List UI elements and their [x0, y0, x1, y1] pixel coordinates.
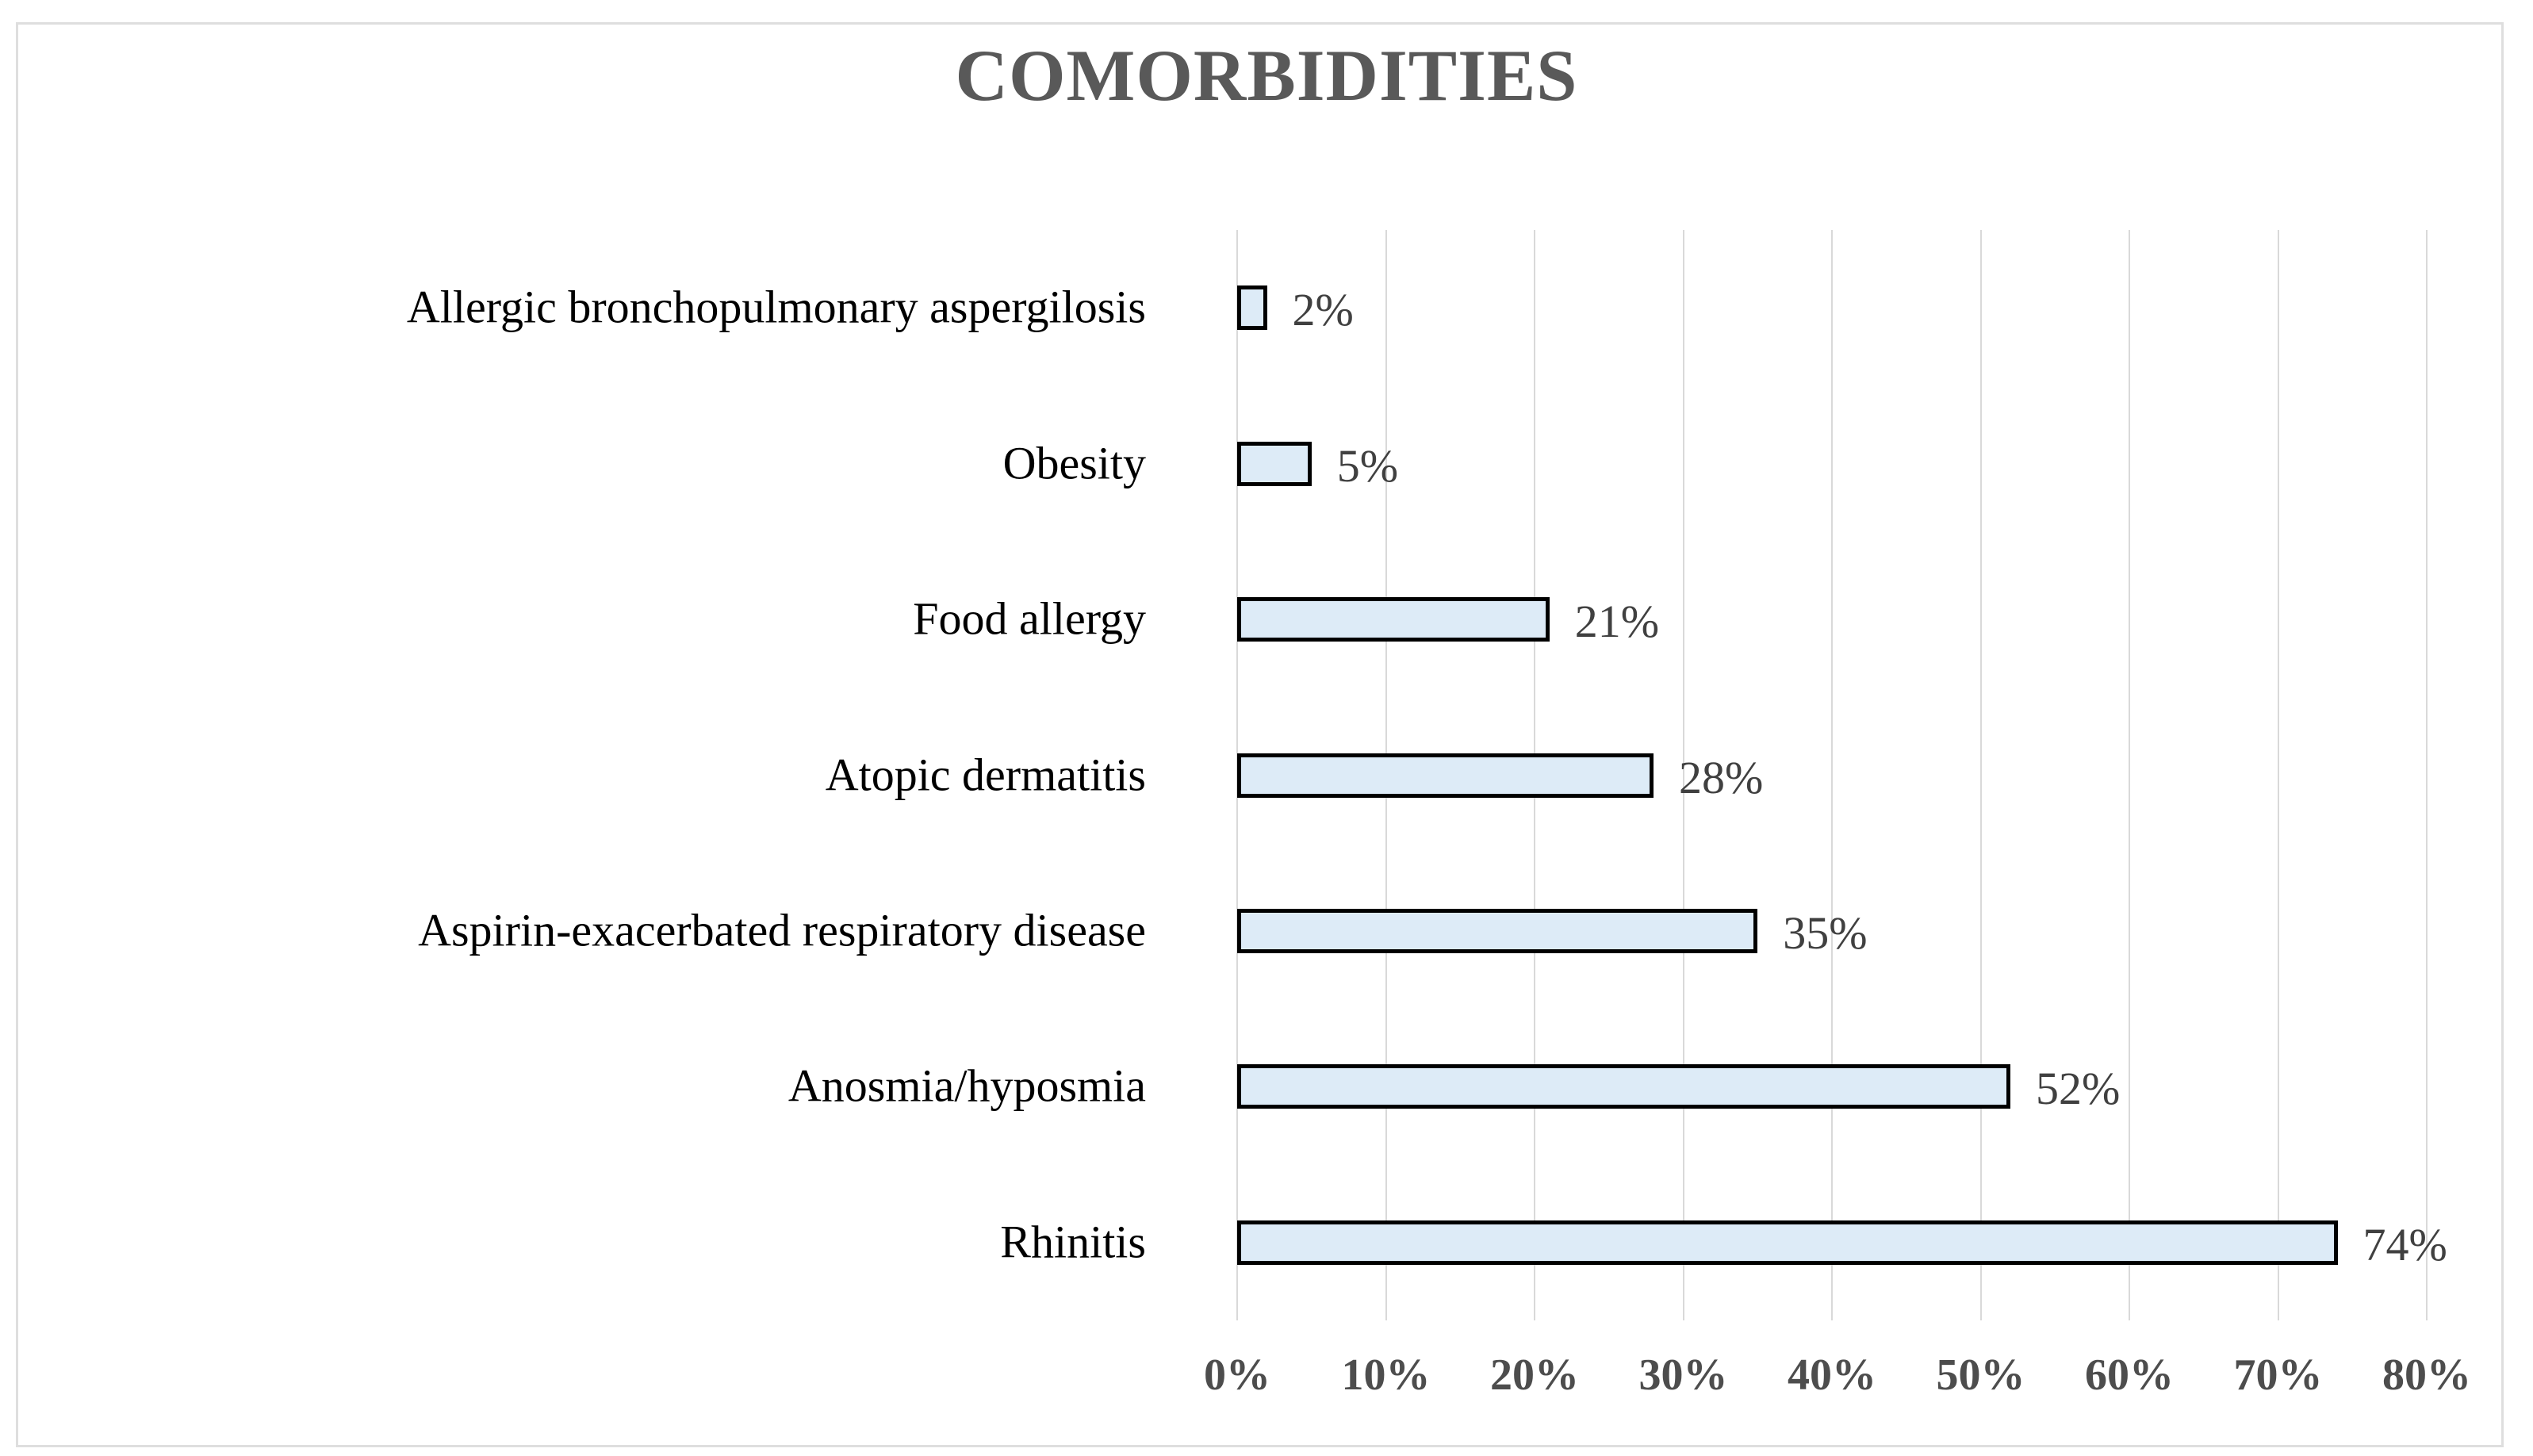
x-tick-label: 70% [2233, 1351, 2323, 1400]
bar-obesity [1237, 441, 1312, 486]
x-tick-label: 50% [1936, 1351, 2025, 1400]
x-tick-label: 10% [1341, 1351, 1431, 1400]
gridline-40% [1831, 230, 1833, 1320]
data-label: 5% [1336, 439, 1399, 492]
value-axis: 0% 10% 20% 30% 40% 50% 60% 70% 80% [1204, 1342, 2471, 1413]
category-label: Obesity [1002, 437, 1146, 489]
bar-food-allergy [1237, 597, 1550, 642]
gridline-80% [2426, 230, 2428, 1320]
x-tick-label: 60% [2085, 1351, 2174, 1400]
chart-frame-border [16, 22, 2504, 1447]
x-tick-label: 80% [2382, 1351, 2471, 1400]
gridline-60% [2129, 230, 2130, 1320]
gridline-30% [1682, 230, 1684, 1320]
bar-allergic-bronchopulmonary-aspergilosis [1237, 285, 1267, 331]
category-label: Atopic dermatitis [825, 749, 1146, 801]
data-label: 2% [1292, 284, 1354, 336]
category-label: Allergic bronchopulmonary aspergilosis [406, 281, 1146, 333]
bar-atopic-dermatitis [1237, 753, 1654, 798]
x-tick-label: 40% [1788, 1351, 1876, 1400]
data-label: 52% [2035, 1063, 2121, 1115]
data-label: 28% [1679, 751, 1764, 803]
data-label: 21% [1574, 596, 1660, 648]
category-axis: Allergic bronchopulmonary aspergilosis Ob… [0, 230, 1146, 1320]
category-label: Anosmia/hyposmia [787, 1060, 1146, 1112]
category-label: Food allergy [913, 592, 1146, 645]
bar-rhinitis [1237, 1220, 2338, 1265]
category-label: Aspirin-exacerbated respiratory disease [418, 904, 1146, 956]
plot-area: 2% 5% 21% 28% 35% 52% 74% [1236, 230, 2447, 1320]
category-label: Rhinitis [1000, 1216, 1146, 1268]
x-tick-label: 0% [1204, 1351, 1270, 1400]
x-tick-label: 30% [1638, 1351, 1728, 1400]
data-label: 35% [1783, 906, 1868, 959]
chart-title: COMORBIDITIES [955, 35, 1578, 116]
gridline-50% [1979, 230, 1982, 1320]
data-label: 74% [2362, 1218, 2447, 1270]
x-tick-label: 20% [1490, 1351, 1579, 1400]
bar-aspirin-exacerbated-respiratory-disease [1237, 908, 1758, 953]
gridline-70% [2277, 230, 2279, 1320]
bar-anosmia-hyposmia [1237, 1064, 2010, 1109]
